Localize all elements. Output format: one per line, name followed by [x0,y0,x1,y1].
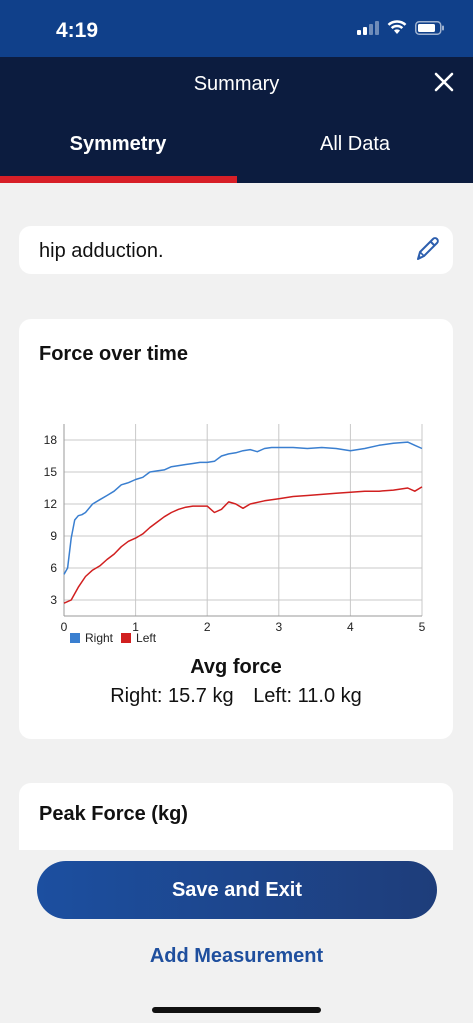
legend-label-left: Left [136,631,157,645]
page-title: Summary [193,73,280,95]
y-tick-label: 3 [50,593,57,607]
active-tab-indicator [0,176,237,183]
legend-swatch-left [121,633,132,643]
status-time: 4:19 [56,19,99,42]
avg-force-values: Right: 15.7 kg Left: 11.0 kg [19,685,453,708]
home-indicator [152,1007,321,1013]
status-icons [357,20,445,35]
chart-legend: Right Left [70,631,164,645]
y-tick-label: 6 [50,561,57,575]
note-text: hip adduction. [39,240,164,262]
y-tick-label: 9 [50,529,57,543]
note-card: hip adduction. [19,226,453,274]
tab-all-data[interactable]: All Data [319,133,391,155]
x-tick-label: 3 [275,620,282,634]
pencil-icon[interactable] [411,234,443,266]
battery-icon [415,20,444,35]
series-line-left [63,486,423,604]
x-tick-label: 4 [347,620,354,634]
y-tick-label: 12 [44,497,58,511]
status-bar: 4:19 [0,0,473,57]
cellular-signal-icon [357,20,379,35]
peak-force-title: Peak Force (kg) [39,803,188,825]
peak-force-card: Peak Force (kg) [19,783,453,863]
header: Summary Symmetry All Data [0,57,473,183]
x-tick-label: 0 [61,620,68,634]
series-line-right [63,441,423,575]
tab-symmetry[interactable]: Symmetry [69,133,167,155]
x-tick-label: 1 [132,620,139,634]
legend-swatch-right [70,633,80,643]
add-measurement-button[interactable]: Add Measurement [149,945,324,967]
force-chart-card: Force over time 0 1 2 3 4 5 3 6 9 12 15 18 Right Le… [19,319,453,739]
avg-force-right: Right: 15.7 kg [110,685,234,707]
x-tick-label: 2 [204,620,211,634]
x-tick-label: 5 [419,620,426,634]
y-tick-label: 15 [44,465,58,479]
close-icon[interactable] [431,69,457,95]
wifi-icon [387,20,407,34]
avg-force-left: Left: 11.0 kg [253,685,362,707]
legend-label-right: Right [85,631,114,645]
save-and-exit-button[interactable]: Save and Exit [37,861,437,919]
avg-force-title: Avg force [190,656,282,678]
y-tick-label: 18 [44,433,58,447]
chart-title: Force over time [39,343,188,365]
